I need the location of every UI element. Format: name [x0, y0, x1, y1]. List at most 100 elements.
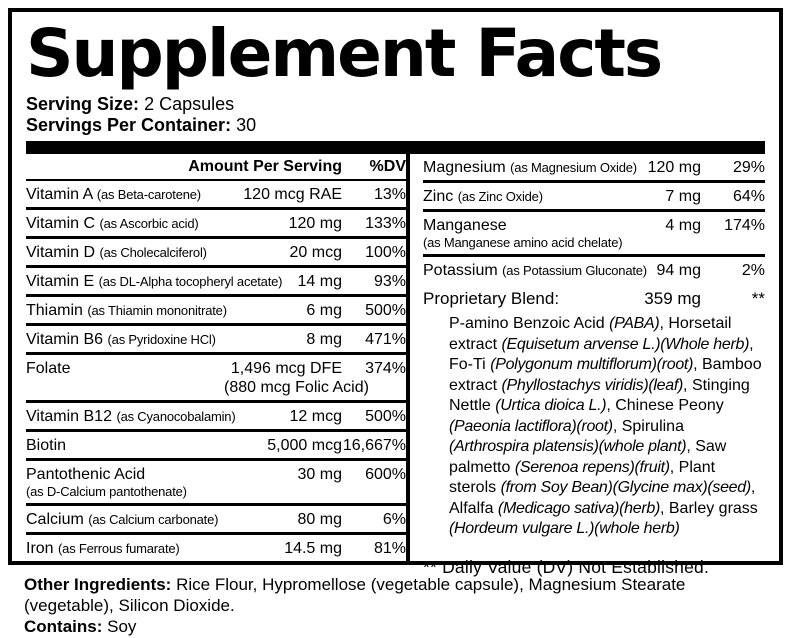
nutrient-name-text: Vitamin B12	[26, 408, 112, 425]
nutrient-dv: 29%	[732, 159, 765, 176]
nutrient-dv: 16,667%	[342, 437, 406, 454]
amount-per-serving-header: Amount Per Serving	[188, 158, 342, 175]
nutrient-form-text: (as Magnesium Oxide)	[510, 160, 637, 175]
nutrient-form-text: (as Thiamin mononitrate)	[87, 303, 227, 318]
proprietary-blend-dv: **	[751, 289, 765, 308]
nutrient-amount: 94 mg	[656, 262, 701, 279]
proprietary-blend-row: Proprietary Blend: 359 mg **	[423, 283, 765, 312]
contains-line: Contains: Soy	[24, 616, 769, 637]
other-ingredients-line1: Rice Flour, Hypromellose (vegetable caps…	[176, 575, 686, 594]
nutrient-name-text: Magnesium	[423, 159, 506, 176]
nutrient-name-text: Calcium	[26, 511, 84, 528]
nutrient-row-vitamin-c: Vitamin C (as Ascorbic acid) 120 mg 133%	[26, 210, 406, 239]
nutrient-dv: 600%	[365, 466, 406, 483]
nutrient-name: Biotin	[26, 436, 224, 455]
nutrient-columns: Amount Per Serving %DV Vitamin A (as Bet…	[26, 154, 765, 577]
nutrient-row-folate: Folate 1,496 mcg DFE (880 mcg Folic Acid)…	[26, 355, 406, 403]
nutrient-name-text: Vitamin B6	[26, 331, 104, 348]
nutrient-dv: 374%	[365, 360, 406, 377]
header-divider-bar	[26, 141, 765, 154]
nutrient-form-text: (as Cholecalciferol)	[99, 245, 207, 260]
nutrient-amount: 120 mcg RAE	[243, 186, 342, 203]
nutrient-name-text: Zinc	[423, 188, 454, 205]
nutrient-amount: 14.5 mg	[284, 540, 342, 557]
other-ingredients-label: Other Ingredients:	[24, 575, 172, 594]
nutrient-name-text: Biotin	[26, 437, 67, 454]
nutrient-amount: 4 mg	[665, 217, 701, 234]
nutrient-row-vitamin-d: Vitamin D (as Cholecalciferol) 20 mcg 10…	[26, 239, 406, 268]
nutrient-name: Pantothenic Acid (as D-Calcium pantothena…	[26, 465, 224, 500]
nutrient-name-text: Vitamin E	[26, 273, 95, 290]
nutrient-amount: 12 mcg	[289, 408, 342, 425]
panel-inner: Supplement Facts Serving Size: 2 Capsule…	[12, 12, 779, 577]
nutrient-form-text: (as Zinc Oxide)	[457, 189, 543, 204]
nutrient-name: Magnesium (as Magnesium Oxide)	[423, 158, 637, 177]
servings-per-container-value: 30	[236, 115, 257, 135]
proprietary-blend-ingredients: P-amino Benzoic Acid (PABA), Horsetail e…	[449, 315, 762, 537]
nutrient-form-text: (as Ascorbic acid)	[99, 216, 199, 231]
servings-per-container-label: Servings Per Container:	[26, 115, 232, 135]
nutrient-dv: 81%	[373, 540, 406, 557]
nutrient-dv: 500%	[365, 302, 406, 319]
panel-title: Supplement Facts	[26, 15, 663, 92]
percent-dv-header: %DV	[369, 158, 406, 175]
nutrient-dv: 100%	[365, 244, 406, 261]
nutrient-name: Manganese (as Manganese amino acid chelat…	[423, 216, 623, 251]
nutrient-row-pantothenic-acid: Pantothenic Acid (as D-Calcium pantothena…	[26, 461, 406, 506]
nutrient-form-text: (as Potassium Gluconate)	[502, 263, 647, 278]
nutrient-name-text: Iron	[26, 540, 54, 557]
nutrient-name-text: Vitamin A	[26, 186, 93, 203]
nutrient-row-iron: Iron (as Ferrous fumarate) 14.5 mg 81%	[26, 535, 406, 561]
contains-value: Soy	[107, 617, 137, 636]
nutrient-amount-text: 1,496 mcg DFE	[230, 360, 342, 377]
nutrient-name: Potassium (as Potassium Gluconate)	[423, 261, 647, 280]
nutrient-dv: 2%	[741, 262, 765, 279]
nutrient-name: Vitamin C (as Ascorbic acid)	[26, 214, 224, 233]
nutrient-amount: 8 mg	[306, 331, 342, 348]
nutrient-name-text: Vitamin D	[26, 244, 96, 261]
nutrient-name: Zinc (as Zinc Oxide)	[423, 187, 601, 206]
nutrient-row-vitamin-b12: Vitamin B12 (as Cyanocobalamin) 12 mcg 5…	[26, 403, 406, 432]
nutrient-dv: 93%	[373, 273, 406, 290]
nutrient-name: Vitamin B12 (as Cyanocobalamin)	[26, 407, 236, 426]
column-header: Amount Per Serving %DV	[26, 154, 406, 179]
nutrient-amount: 6 mg	[306, 302, 342, 319]
nutrient-name: Vitamin B6 (as Pyridoxine HCl)	[26, 330, 224, 349]
nutrient-amount: 7 mg	[665, 188, 701, 205]
serving-size-line: Serving Size: 2 Capsules	[26, 94, 765, 115]
nutrient-form-text: (as D-Calcium pantothenate)	[26, 484, 187, 499]
nutrient-form-text: (as Manganese amino acid chelate)	[423, 235, 623, 250]
nutrient-row-potassium: Potassium (as Potassium Gluconate) 94 mg…	[423, 257, 765, 283]
nutrient-form-text: (as Calcium carbonate)	[88, 512, 219, 527]
nutrient-name-text: Manganese	[423, 217, 507, 234]
nutrient-name: Thiamin (as Thiamin mononitrate)	[26, 301, 227, 320]
nutrient-name: Vitamin A (as Beta-carotene)	[26, 185, 224, 204]
nutrient-amount: 80 mg	[297, 511, 342, 528]
nutrient-dv: 174%	[724, 217, 765, 234]
nutrient-dv: 500%	[365, 408, 406, 425]
serving-size-label: Serving Size:	[26, 94, 140, 114]
proprietary-blend-amount: 359 mg	[644, 289, 701, 308]
nutrient-row-zinc: Zinc (as Zinc Oxide) 7 mg 64%	[423, 183, 765, 212]
column-divider	[406, 154, 410, 561]
nutrient-amount: 120 mg	[288, 215, 342, 232]
nutrient-amount: 20 mcg	[289, 244, 342, 261]
nutrient-row-vitamin-a: Vitamin A (as Beta-carotene) 120 mcg RAE…	[26, 181, 406, 210]
nutrient-dv: 471%	[365, 331, 406, 348]
column-header-bar	[26, 179, 406, 181]
nutrient-dv: 13%	[373, 186, 406, 203]
nutrient-name: Folate	[26, 359, 224, 378]
other-ingredients-text: Other Ingredients: Rice Flour, Hypromell…	[24, 574, 769, 616]
nutrient-amount: 1,496 mcg DFE (880 mcg Folic Acid)	[224, 359, 369, 397]
nutrient-name-text: Thiamin	[26, 302, 83, 319]
nutrient-amount-secondary: (880 mcg Folic Acid)	[224, 379, 369, 396]
nutrient-form-text: (as Beta-carotene)	[96, 187, 201, 202]
nutrient-row-biotin: Biotin 5,000 mcg 16,667%	[26, 432, 406, 461]
nutrient-amount: 120 mg	[647, 159, 701, 176]
other-ingredients-section: Other Ingredients: Rice Flour, Hypromell…	[24, 574, 769, 637]
left-column: Amount Per Serving %DV Vitamin A (as Bet…	[26, 154, 406, 561]
nutrient-row-thiamin: Thiamin (as Thiamin mononitrate) 6 mg 50…	[26, 297, 406, 326]
right-column: Magnesium (as Magnesium Oxide) 120 mg 29…	[410, 154, 765, 577]
nutrient-name: Iron (as Ferrous fumarate)	[26, 539, 224, 558]
nutrient-name-text: Folate	[26, 360, 71, 377]
